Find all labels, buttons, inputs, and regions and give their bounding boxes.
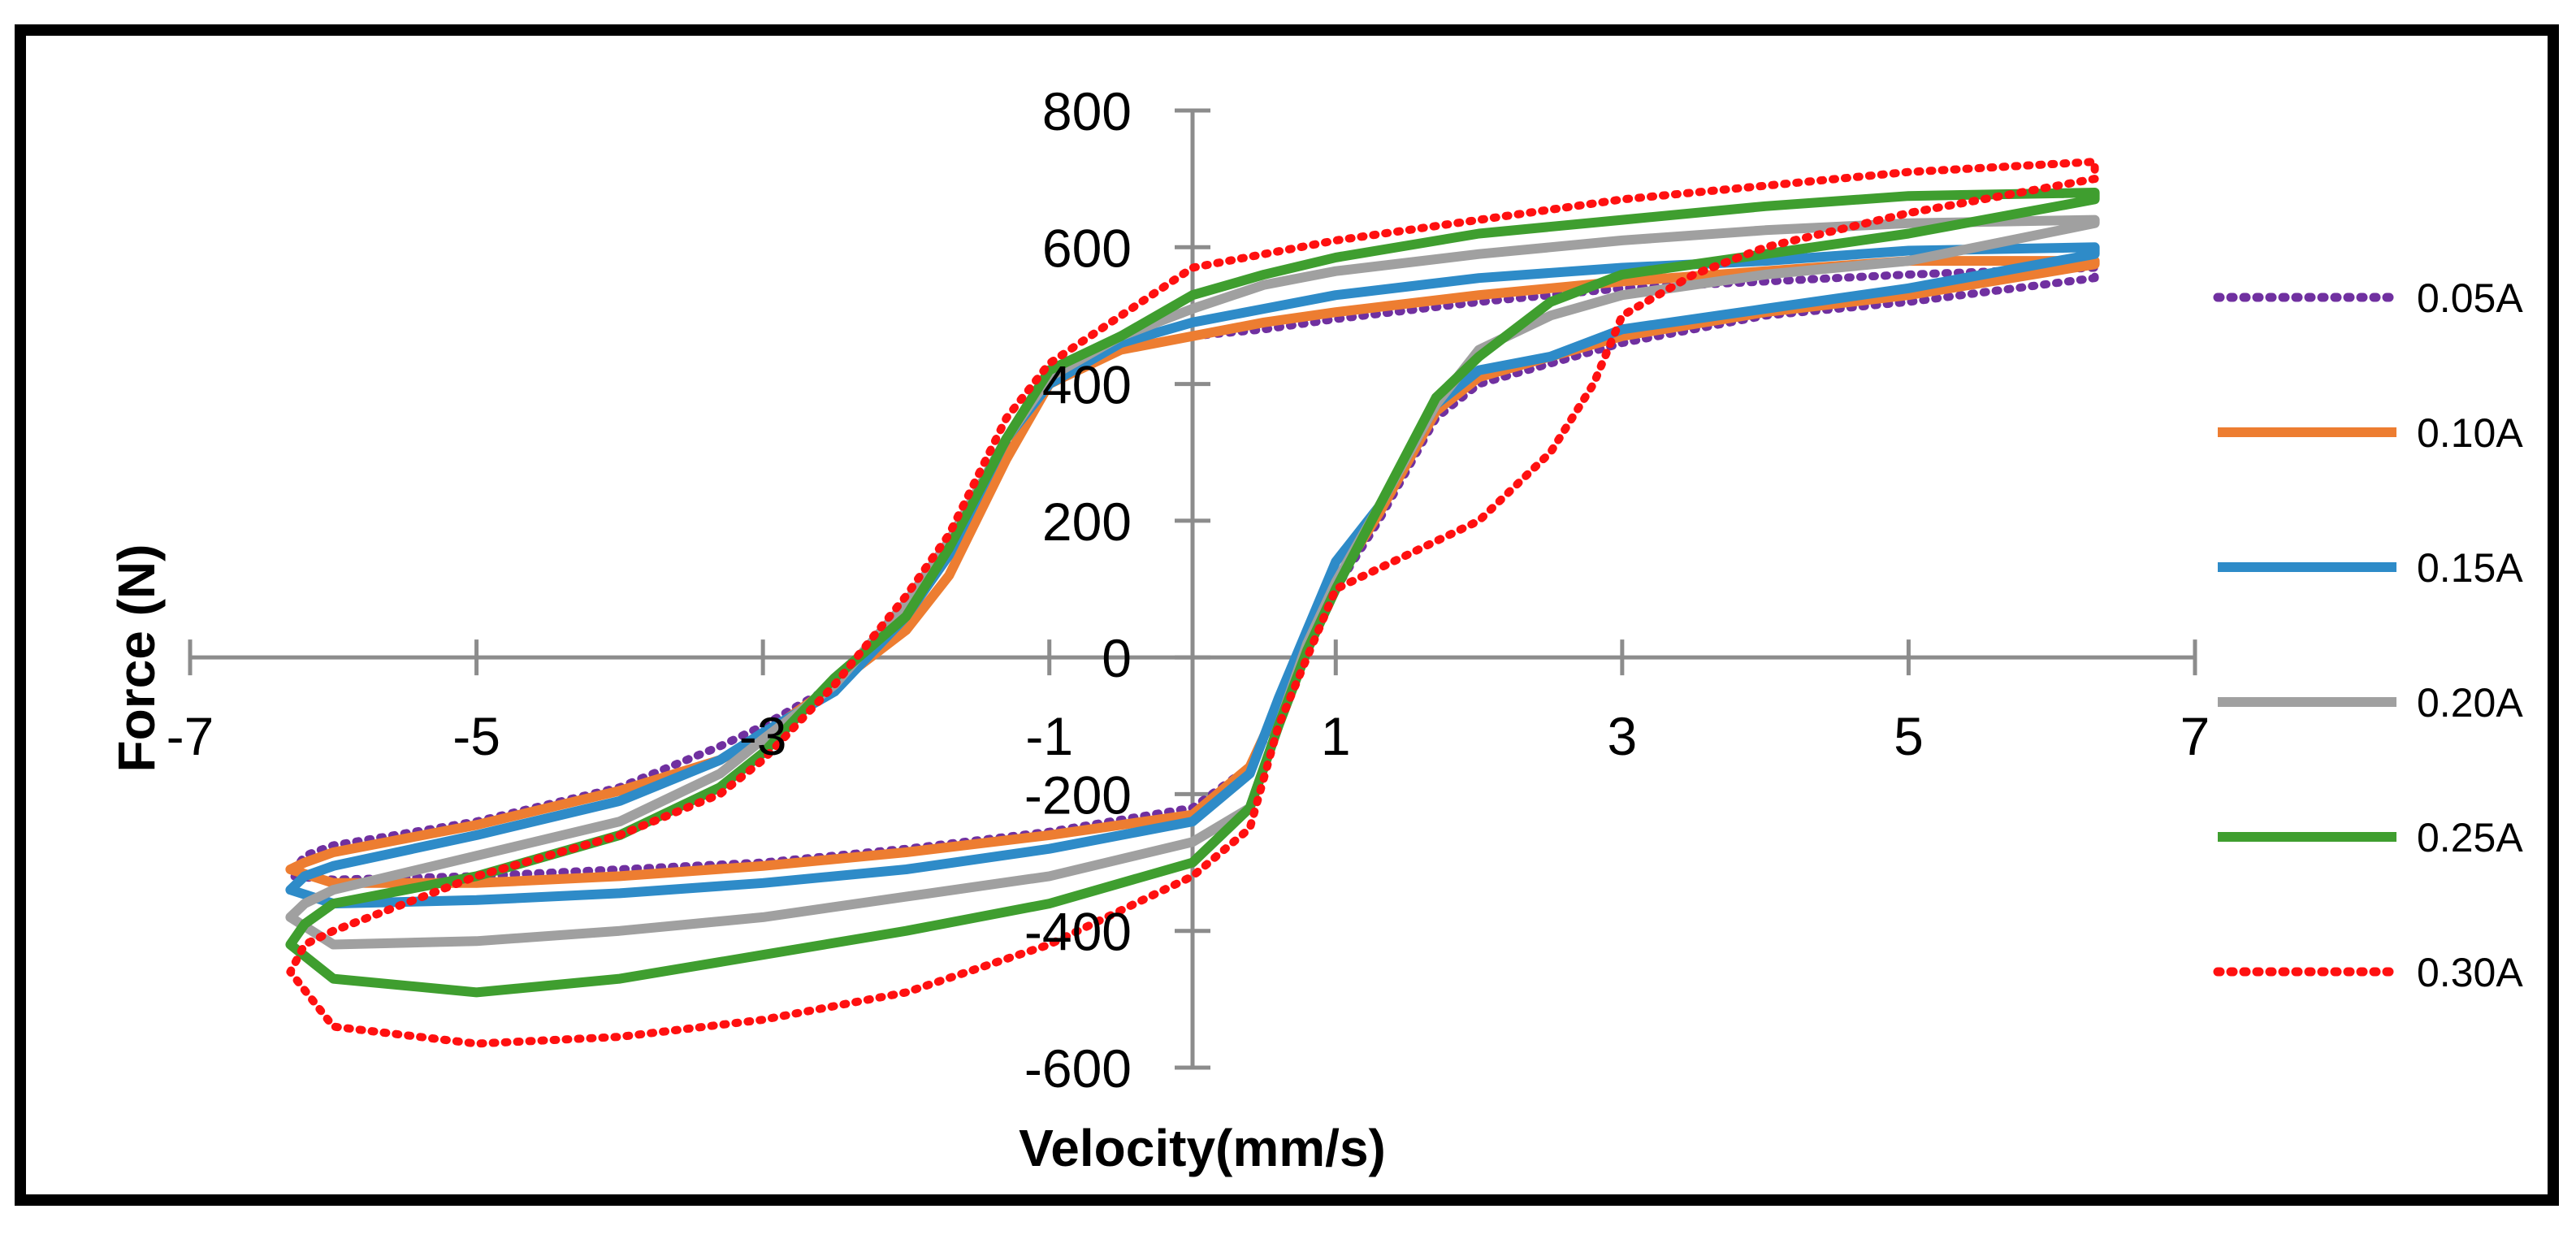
- x-tick-label: 7: [2180, 706, 2210, 766]
- x-tick-label: -5: [452, 706, 500, 766]
- tick-labels: -7 -5 -3 -1 1 3 5 7 -600 -400 -200 0 200 400 600 800: [167, 81, 2210, 1098]
- y-tick-label: 400: [1042, 355, 1132, 415]
- x-tick-label: -1: [1025, 706, 1073, 766]
- x-tick-label: 1: [1321, 706, 1351, 766]
- y-tick-label: -600: [1024, 1038, 1132, 1098]
- y-tick-label: -400: [1024, 902, 1132, 962]
- legend-label-0.25A: 0.25A: [2417, 815, 2523, 860]
- y-tick-label: 0: [1102, 628, 1132, 688]
- chart-frame: [15, 24, 2559, 1206]
- x-tick-label: 3: [1607, 706, 1637, 766]
- y-tick-label: 800: [1042, 81, 1132, 141]
- y-tick-label: 600: [1042, 218, 1132, 278]
- legend-label-0.30A: 0.30A: [2417, 950, 2523, 995]
- series-line-0.30A: [286, 158, 2099, 1048]
- legend: 0.05A 0.10A 0.15A 0.20A 0.25A 0.30A: [2213, 275, 2523, 995]
- legend-label-0.05A: 0.05A: [2417, 275, 2523, 321]
- x-tick-label: -7: [167, 706, 214, 766]
- y-tick-label: -200: [1024, 765, 1132, 825]
- legend-label-0.15A: 0.15A: [2417, 545, 2523, 591]
- x-axis-title: Velocity(mm/s): [1019, 1119, 1386, 1177]
- series-line-0.25A: [285, 188, 2100, 998]
- y-axis-title: Force (N): [107, 544, 166, 773]
- legend-label-0.20A: 0.20A: [2417, 680, 2523, 726]
- x-tick-label: -3: [739, 706, 787, 766]
- legend-label-0.10A: 0.10A: [2417, 410, 2523, 456]
- series-layer: [285, 158, 2100, 1048]
- x-tick-label: 5: [1894, 706, 1924, 766]
- y-tick-label: 200: [1042, 492, 1132, 552]
